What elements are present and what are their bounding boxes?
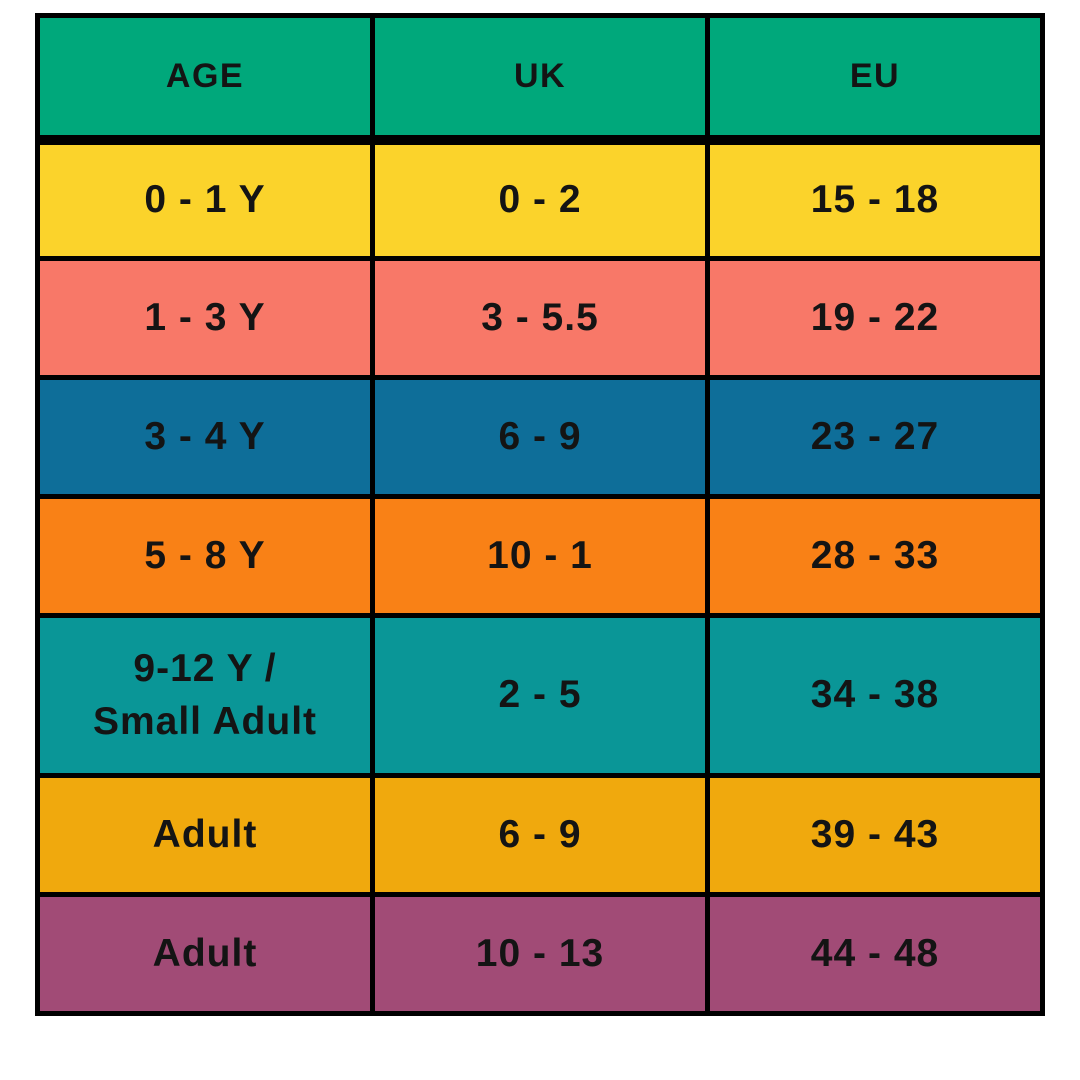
- age-cell: 0 - 1 Y: [35, 137, 375, 261]
- age-cell: 3 - 4 Y: [35, 375, 375, 499]
- age-cell: 9-12 Y / Small Adult: [35, 613, 375, 778]
- age-cell: Adult: [35, 773, 375, 897]
- eu-cell: 23 - 27: [705, 375, 1045, 499]
- table-row: Adult 6 - 9 39 - 43: [35, 773, 1045, 897]
- header-cell-eu: EU: [705, 13, 1045, 145]
- eu-cell: 19 - 22: [705, 256, 1045, 380]
- eu-cell: 15 - 18: [705, 137, 1045, 261]
- uk-cell: 10 - 13: [370, 892, 710, 1016]
- header-cell-age: AGE: [35, 13, 375, 145]
- table-row: 5 - 8 Y 10 - 1 28 - 33: [35, 494, 1045, 618]
- uk-cell: 6 - 9: [370, 375, 710, 499]
- uk-cell: 0 - 2: [370, 137, 710, 261]
- table-header: AGE UK EU: [35, 13, 1045, 145]
- table-row: 9-12 Y / Small Adult 2 - 5 34 - 38: [35, 613, 1045, 778]
- uk-cell: 6 - 9: [370, 773, 710, 897]
- eu-cell: 39 - 43: [705, 773, 1045, 897]
- uk-cell: 3 - 5.5: [370, 256, 710, 380]
- uk-cell: 10 - 1: [370, 494, 710, 618]
- table-row: Adult 10 - 13 44 - 48: [35, 892, 1045, 1016]
- age-cell: 5 - 8 Y: [35, 494, 375, 618]
- uk-cell: 2 - 5: [370, 613, 710, 778]
- eu-cell: 44 - 48: [705, 892, 1045, 1016]
- age-cell: 1 - 3 Y: [35, 256, 375, 380]
- age-cell: Adult: [35, 892, 375, 1016]
- header-cell-uk: UK: [370, 13, 710, 145]
- eu-cell: 34 - 38: [705, 613, 1045, 778]
- header-row: AGE UK EU: [35, 13, 1045, 145]
- eu-cell: 28 - 33: [705, 494, 1045, 618]
